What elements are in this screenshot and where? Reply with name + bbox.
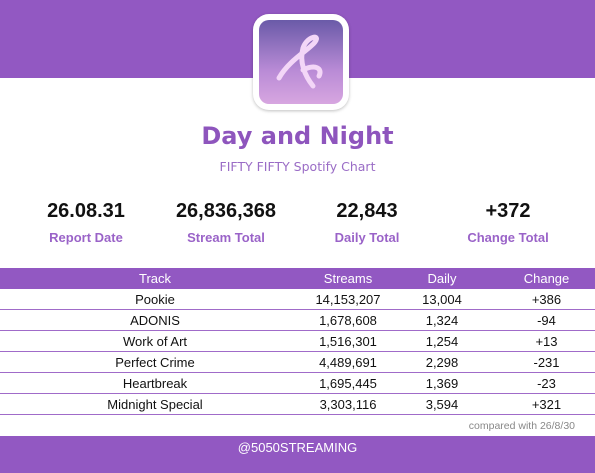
table-cell: Work of Art <box>0 330 310 352</box>
footer: @5050STREAMING <box>0 436 595 473</box>
stat-label: Stream Total <box>187 230 265 245</box>
table-cell: +13 <box>498 330 595 352</box>
table-cell: Heartbreak <box>0 372 310 394</box>
column-header: Streams <box>310 268 386 289</box>
stat-value: +372 <box>485 200 531 222</box>
table-cell: -231 <box>498 351 595 373</box>
table-row: Pookie 14,153,207 13,004 +386 <box>0 289 595 310</box>
stat-value: 22,843 <box>336 200 398 222</box>
stat-label: Report Date <box>49 230 123 245</box>
table-cell: 2,298 <box>386 351 498 373</box>
stat-label: Daily Total <box>334 230 400 245</box>
subtitle: FIFTY FIFTY Spotify Chart <box>219 159 376 174</box>
header-row: Track Streams Daily Change <box>0 268 595 289</box>
column-header: Daily <box>386 268 498 289</box>
table-cell: 1,678,608 <box>310 309 386 331</box>
table-cell: 13,004 <box>386 289 498 310</box>
table-cell: 4,489,691 <box>310 351 386 373</box>
table-cell: 1,695,445 <box>310 372 386 394</box>
table-cell: 1,369 <box>386 372 498 394</box>
stat-value: 26.08.31 <box>47 200 125 222</box>
stat-value: 26,836,368 <box>175 200 277 222</box>
table-cell: 3,594 <box>386 393 498 415</box>
table-cell: 14,153,207 <box>310 289 386 310</box>
table-row: Perfect Crime 4,489,691 2,298 -231 <box>0 351 595 373</box>
table-cell: 1,324 <box>386 309 498 331</box>
table-cell: -94 <box>498 309 595 331</box>
title: Day and Night <box>201 122 394 150</box>
column-header: Track <box>0 268 310 289</box>
album-cover <box>259 20 343 104</box>
note: compared with 26/8/30 <box>468 420 575 432</box>
album-art <box>253 14 349 110</box>
table-row: ADONIS 1,678,608 1,324 -94 <box>0 309 595 331</box>
column-header: Change <box>498 268 595 289</box>
table-cell: 1,254 <box>386 330 498 352</box>
table-row: Midnight Special 3,303,116 3,594 +321 <box>0 393 595 415</box>
table-cell: +386 <box>498 289 595 310</box>
table-row: Heartbreak 1,695,445 1,369 -23 <box>0 372 595 394</box>
table-cell: ADONIS <box>0 309 310 331</box>
table-cell: Perfect Crime <box>0 351 310 373</box>
chart-table: Track Streams Daily Change Pookie 14,153,207… <box>0 268 595 415</box>
table-cell: 1,516,301 <box>310 330 386 352</box>
table-cell: Pookie <box>0 289 310 310</box>
table-row: Work of Art 1,516,301 1,254 +13 <box>0 330 595 352</box>
table-cell: +321 <box>498 393 595 415</box>
stat-label: Change Total <box>467 230 549 245</box>
table-cell: -23 <box>498 372 595 394</box>
table-cell: 3,303,116 <box>310 393 386 415</box>
footer-text: @5050STREAMING <box>237 440 358 455</box>
table-cell: Midnight Special <box>0 393 310 415</box>
